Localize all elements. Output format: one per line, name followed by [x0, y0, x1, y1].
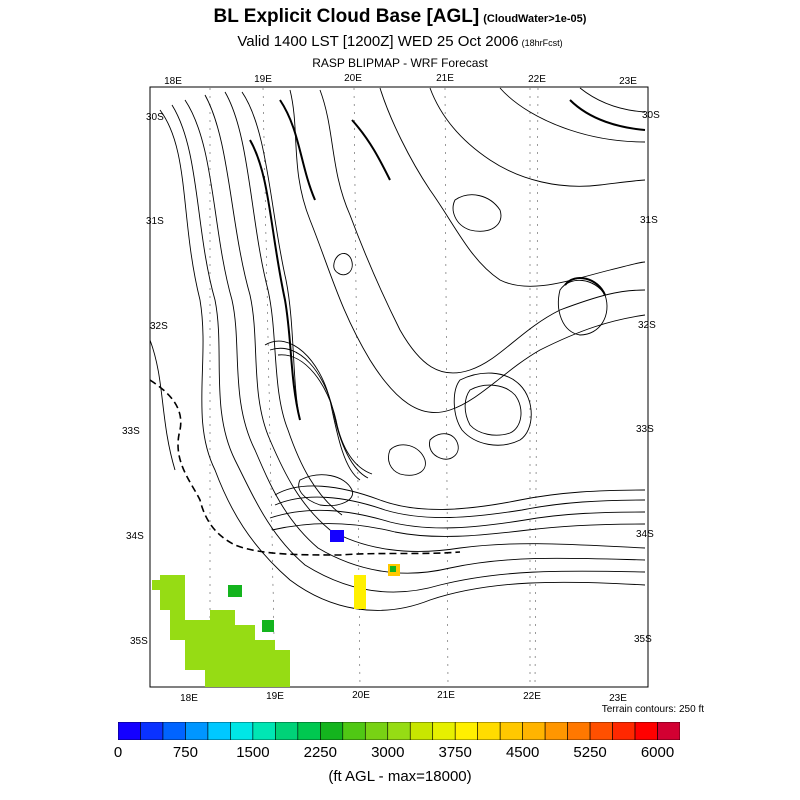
right-lat-label: 30S	[642, 110, 660, 121]
colorbar-swatch	[567, 722, 591, 740]
colorbar-label: 3750	[438, 744, 472, 761]
colorbar-swatch	[162, 722, 186, 740]
title-main: BL Explicit Cloud Base [AGL]	[213, 6, 480, 27]
colorbar-swatch	[364, 722, 389, 740]
bottom-lon-label: 23E	[609, 693, 627, 704]
colorbar-swatch	[522, 722, 546, 740]
valid-time-text: Valid 1400 LST [1200Z] WED 25 Oct 2006	[237, 33, 519, 50]
terrain-contours	[149, 87, 646, 611]
colorbar-swatch	[409, 722, 434, 740]
colorbar-label: 3000	[371, 744, 405, 761]
left-lat-label: 32S	[150, 321, 168, 332]
colorbar-swatch	[612, 722, 636, 740]
coastline	[149, 379, 461, 556]
colorbar-label: 6000	[640, 744, 675, 761]
colorbar-swatch	[342, 722, 366, 740]
right-lat-label: 31S	[640, 215, 658, 226]
colorbar	[118, 722, 680, 740]
left-lat-label: 35S	[130, 636, 148, 647]
cloud-base-cells	[152, 530, 400, 687]
colorbar-swatch	[387, 722, 411, 740]
left-lat-labels: 30S 31S 32S 33S 34S 35S	[122, 112, 168, 647]
colorbar-swatch	[275, 722, 299, 740]
bottom-lon-labels: 18E 19E 20E 21E 22E 23E	[180, 690, 627, 704]
forecast-hour-note: (18hrFcst)	[521, 38, 563, 48]
colorbar-swatch	[544, 722, 568, 740]
bottom-lon-label: 19E	[266, 691, 284, 702]
colorbar-swatch	[477, 722, 501, 740]
top-lon-label: 19E	[254, 74, 272, 85]
colorbar-label: 4500	[505, 744, 540, 761]
colorbar-units: (ft AGL - max=18000)	[328, 768, 472, 785]
left-lat-label: 33S	[122, 426, 140, 437]
colorbar-swatch	[634, 722, 658, 740]
valid-time: Valid 1400 LST [1200Z] WED 25 Oct 2006 (1…	[0, 33, 800, 50]
colorbar-labels: 0 750 1500 2250 3000 3750 4500 5250 6000	[0, 744, 800, 764]
right-lat-label: 35S	[634, 634, 652, 645]
colorbar-swatch	[297, 722, 321, 740]
colorbar-swatch	[252, 722, 276, 740]
right-lat-label: 34S	[636, 529, 654, 540]
left-lat-label: 34S	[126, 531, 144, 542]
terrain-contour-note: Terrain contours: 250 ft	[601, 704, 704, 715]
top-lon-label: 22E	[528, 74, 546, 85]
top-lon-label: 18E	[164, 76, 182, 87]
colorbar-swatch	[320, 722, 344, 740]
colorbar-swatch	[140, 722, 164, 740]
top-lon-label: 21E	[436, 73, 454, 84]
colorbar-swatch	[499, 722, 523, 740]
title-note: (CloudWater>1e-05)	[483, 13, 587, 25]
bottom-lon-label: 21E	[437, 690, 455, 701]
colorbar-swatch	[207, 722, 231, 740]
colorbar-label: 1500	[236, 744, 270, 761]
model-source: RASP BLIPMAP - WRF Forecast	[312, 56, 488, 70]
left-lat-label: 30S	[146, 112, 164, 123]
bottom-lon-label: 22E	[523, 691, 541, 702]
top-lon-label: 20E	[344, 73, 362, 84]
colorbar-label: 750	[172, 744, 198, 761]
colorbar-label: 5250	[573, 744, 607, 761]
colorbar-swatch	[454, 722, 478, 740]
left-lat-label: 31S	[146, 216, 164, 227]
colorbar-swatch	[230, 722, 254, 740]
colorbar-swatch	[118, 722, 141, 740]
colorbar-swatch	[657, 722, 680, 740]
right-lat-labels: 30S 31S 32S 33S 34S 35S	[634, 110, 660, 645]
colorbar-swatch	[185, 722, 209, 740]
top-lon-labels: 18E 19E 20E 21E 22E 23E	[164, 73, 637, 87]
right-lat-label: 32S	[638, 320, 656, 331]
major-contours	[249, 99, 646, 421]
map-frame	[149, 86, 649, 688]
right-lat-label: 33S	[636, 424, 654, 435]
colorbar-swatch	[432, 722, 456, 740]
colorbar-label: 2250	[303, 744, 337, 761]
bottom-lon-label: 18E	[180, 693, 198, 704]
colorbar-swatch	[589, 722, 613, 740]
map-title: BL Explicit Cloud Base [AGL] (CloudWater>…	[0, 6, 800, 28]
bottom-lon-label: 20E	[352, 690, 370, 701]
colorbar-label: 0	[113, 744, 123, 761]
top-lon-label: 23E	[619, 76, 637, 87]
